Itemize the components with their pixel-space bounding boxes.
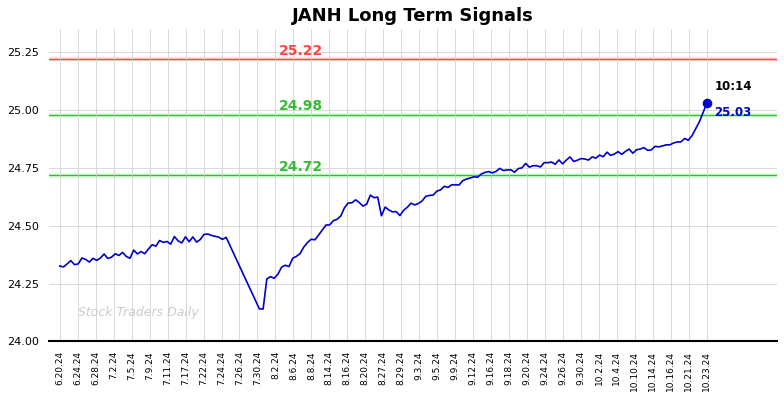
Bar [49,173,777,177]
Text: 25.03: 25.03 [714,105,751,119]
Text: 24.98: 24.98 [278,100,322,113]
Text: 24.72: 24.72 [278,160,322,174]
Text: 25.22: 25.22 [278,44,323,58]
Bar [49,57,777,60]
Title: JANH Long Term Signals: JANH Long Term Signals [292,7,534,25]
Point [701,100,713,106]
Text: 10:14: 10:14 [714,80,752,93]
Bar [49,113,777,117]
Text: Stock Traders Daily: Stock Traders Daily [78,306,198,320]
